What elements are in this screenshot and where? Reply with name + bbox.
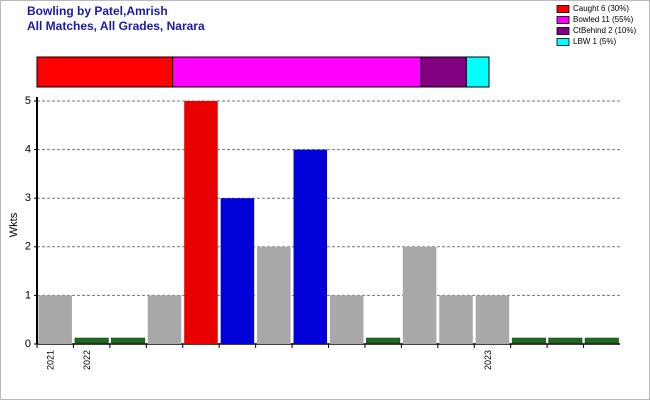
y-tick-label: 0 <box>25 338 31 350</box>
x-tick-label: 2023 <box>483 350 493 370</box>
y-tick-label: 1 <box>25 289 31 301</box>
legend-label: Caught 6 (30%) <box>573 4 629 13</box>
y-tick-label: 4 <box>25 144 31 156</box>
y-axis-label: Wkts <box>8 212 20 237</box>
bar <box>475 295 510 344</box>
legend-swatch <box>556 16 570 24</box>
x-tick-label: 2021 <box>46 350 56 370</box>
bar <box>329 295 364 344</box>
legend-swatch <box>556 38 570 46</box>
x-tick-label: 2022 <box>82 350 92 370</box>
bar <box>184 101 218 344</box>
y-tick-label: 3 <box>25 192 31 204</box>
bar <box>220 198 255 344</box>
bar-zero <box>111 337 146 344</box>
bar-zero <box>584 337 619 344</box>
bar <box>439 295 473 344</box>
bar <box>402 246 437 344</box>
legend-swatch <box>556 5 570 13</box>
chart-subtitle: All Matches, All Grades, Narara <box>27 19 205 33</box>
bar-zero <box>74 337 109 344</box>
bar-zero <box>511 337 546 344</box>
legend-label: CtBehind 2 (10%) <box>573 26 636 35</box>
bar <box>293 149 328 344</box>
breakdown-segment <box>36 56 174 88</box>
legend-swatch <box>556 27 570 35</box>
legend-label: Bowled 11 (55%) <box>573 15 634 24</box>
chart-title: Bowling by Patel,Amrish <box>27 4 168 18</box>
bar <box>147 295 182 344</box>
bar <box>38 295 72 344</box>
bar-zero <box>548 337 583 344</box>
bar-zero <box>366 337 401 344</box>
y-tick-label: 5 <box>25 95 31 107</box>
bar <box>257 246 291 344</box>
breakdown-segment <box>420 56 467 88</box>
y-tick-label: 2 <box>25 241 31 253</box>
breakdown-segment <box>172 56 422 88</box>
breakdown-segment <box>465 56 490 88</box>
legend-label: LBW 1 (5%) <box>573 37 616 46</box>
